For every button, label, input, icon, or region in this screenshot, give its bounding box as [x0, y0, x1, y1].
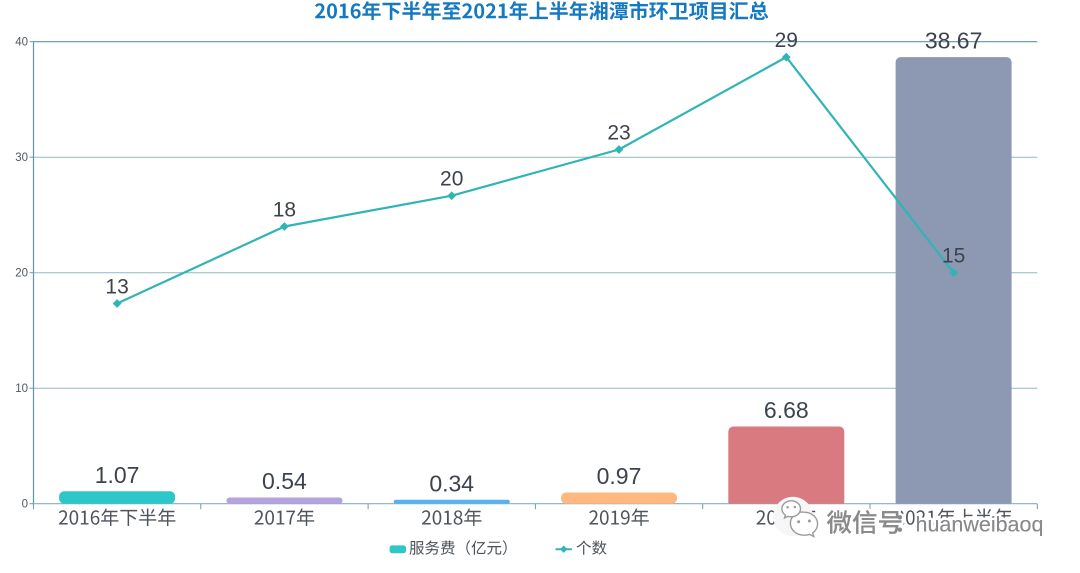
svg-text:18: 18: [273, 199, 296, 222]
svg-text:38.67: 38.67: [925, 28, 983, 54]
svg-text:23: 23: [607, 122, 630, 145]
svg-text:0.54: 0.54: [262, 468, 307, 494]
svg-text:huanweibaoq: huanweibaoq: [916, 513, 1044, 537]
svg-text:huanweibaoq: huanweibaoq: [916, 513, 1044, 537]
svg-text:40: 40: [15, 37, 28, 49]
svg-text:15: 15: [942, 245, 965, 268]
svg-text:0.97: 0.97: [597, 463, 642, 489]
svg-text:20: 20: [440, 168, 463, 191]
svg-text:0: 0: [22, 499, 28, 511]
svg-text:0.34: 0.34: [429, 470, 474, 496]
svg-text:30: 30: [15, 152, 28, 164]
svg-text:10: 10: [15, 383, 28, 395]
svg-text:6.68: 6.68: [764, 397, 809, 423]
svg-text:13: 13: [105, 276, 128, 299]
svg-text:20: 20: [15, 268, 28, 280]
svg-text:29: 29: [775, 29, 798, 52]
svg-text:1.07: 1.07: [95, 462, 140, 488]
